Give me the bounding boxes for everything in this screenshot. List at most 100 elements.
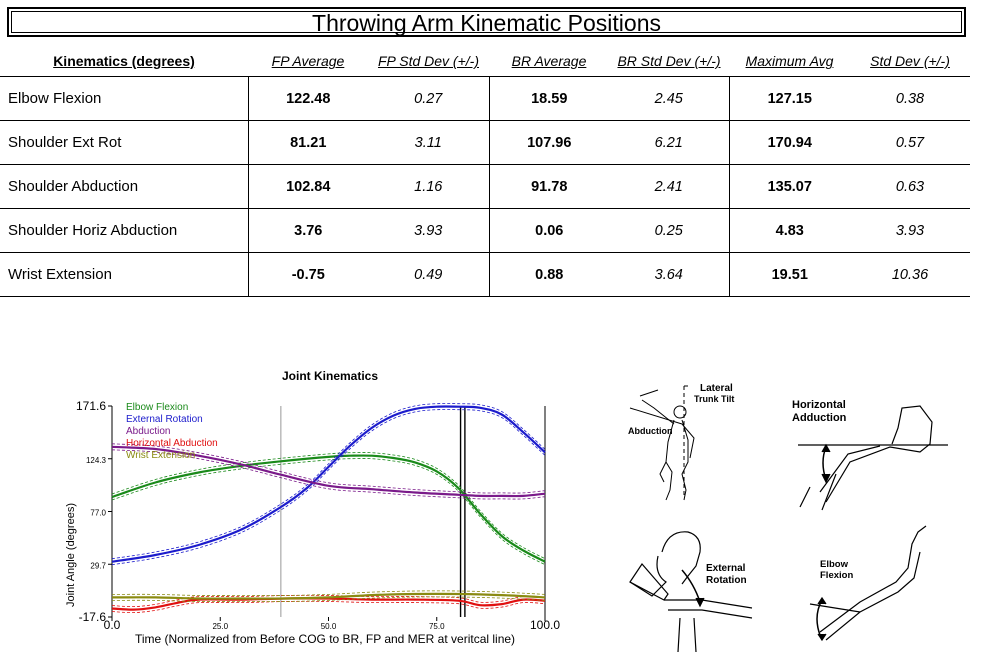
maximum-avg-cell: 4.83	[728, 208, 850, 253]
row-label: Shoulder Horiz Abduction	[0, 208, 248, 253]
elbow-flexion-diagram: Elbow Flexion	[809, 525, 927, 642]
row-label: Shoulder Ext Rot	[0, 120, 248, 165]
y-tick-label: -17.6	[79, 610, 107, 624]
x-tick-label: 100.0	[530, 618, 560, 632]
table-row: Shoulder Ext Rot 81.21 3.11 107.96 6.21 …	[0, 120, 970, 165]
x-axis-label: Time (Normalized from Before COG to BR, …	[135, 632, 515, 646]
horizontal-label: Horizontal	[792, 399, 846, 411]
lateral-label: Lateral	[700, 383, 733, 394]
br-std-dev-cell: 2.41	[609, 164, 729, 209]
series-line-abduction	[111, 445, 546, 498]
page-title: Throwing Arm Kinematic Positions	[312, 10, 661, 36]
y-tick-label: 77.0	[90, 509, 106, 518]
br-average-cell: 107.96	[488, 120, 609, 165]
horizontal-adduction-diagram: Horizontal Adduction	[792, 399, 948, 511]
chart-title: Joint Kinematics	[282, 369, 378, 383]
elbow-flexion-drawing	[809, 525, 927, 642]
table-row: Elbow Flexion 122.48 0.27 18.59 2.45 127…	[0, 76, 970, 121]
table-row: Shoulder Horiz Abduction 3.76 3.93 0.06 …	[0, 208, 970, 253]
br-std-dev-cell: 3.64	[609, 252, 729, 297]
x-tick-label: 75.0	[429, 622, 445, 631]
legend-entry: External Rotation	[126, 414, 203, 425]
header-br-average: BR Average	[511, 53, 587, 69]
title-box: Throwing Arm Kinematic Positions	[7, 7, 966, 37]
max-std-dev-cell: 10.36	[850, 252, 970, 297]
horizontal-adduction-drawing	[798, 405, 948, 511]
y-tick-label: 29.7	[90, 561, 106, 570]
fp-std-dev-cell: 3.93	[368, 208, 489, 253]
br-average-cell: 0.06	[488, 208, 609, 253]
fp-average-cell: 3.76	[247, 208, 368, 253]
abduction-label: Abduction	[628, 426, 673, 436]
table-header-row: Kinematics (degrees) FP Average FP Std D…	[0, 46, 970, 77]
flexion-label: Flexion	[820, 570, 853, 581]
legend-entry: Abduction	[126, 426, 170, 437]
header-kinematics: Kinematics (degrees)	[53, 53, 195, 69]
br-std-dev-cell: 6.21	[609, 120, 729, 165]
fp-average-cell: 102.84	[247, 164, 368, 209]
br-average-cell: 0.88	[488, 252, 609, 297]
header-fp-average: FP Average	[271, 53, 345, 69]
joint-kinematics-chart: Joint Kinematics 171.6 124.3 77.0 29.7 -17.6…	[65, 369, 560, 646]
adduction-label: Adduction	[792, 412, 847, 424]
series-band-lower	[111, 596, 546, 602]
series-band-upper	[111, 443, 546, 494]
maximum-avg-cell: 19.51	[728, 252, 850, 297]
series-band-lower	[111, 449, 546, 500]
series-band-lower	[111, 458, 546, 566]
row-label: Elbow Flexion	[0, 76, 248, 121]
kinematics-table: Kinematics (degrees) FP Average FP Std D…	[0, 46, 970, 297]
trunk-tilt-label: Trunk Tilt	[694, 394, 734, 404]
table-row: Wrist Extension -0.75 0.49 0.88 3.64 19.…	[0, 252, 970, 297]
row-label: Wrist Extension	[0, 252, 248, 297]
fp-std-dev-cell: 0.49	[368, 252, 489, 297]
rotation-label: Rotation	[706, 575, 747, 586]
trunk-tilt-abduction-diagram: Lateral Trunk Tilt Abduction	[628, 383, 734, 501]
maximum-avg-cell: 170.94	[728, 120, 850, 165]
fp-std-dev-cell: 1.16	[368, 164, 489, 209]
fp-average-cell: 122.48	[247, 76, 368, 121]
plot-area: 171.6 124.3 77.0 29.7 -17.60.0 25.0 50.0 75.0 10…	[76, 399, 560, 632]
br-average-cell: 91.78	[488, 164, 609, 209]
series-band-upper	[111, 452, 546, 560]
legend-entry: Wrist Extension	[126, 450, 195, 461]
series-band-lower	[111, 600, 546, 614]
pitcher-figure-drawing	[629, 385, 695, 501]
br-std-dev-cell: 2.45	[609, 76, 729, 121]
series-band-upper	[111, 590, 546, 596]
fp-average-cell: -0.75	[247, 252, 368, 297]
max-std-dev-cell: 3.93	[850, 208, 970, 253]
header-maximum-avg: Maximum Avg	[745, 53, 834, 69]
br-average-cell: 18.59	[488, 76, 609, 121]
maximum-avg-cell: 127.15	[728, 76, 850, 121]
series-band-upper	[111, 403, 546, 560]
series-line-elbow-flexion	[111, 454, 546, 563]
fp-average-cell: 81.21	[247, 120, 368, 165]
y-tick-label: 124.3	[86, 456, 107, 465]
series-line-wrist-extension	[111, 592, 546, 600]
x-tick-label: 50.0	[321, 622, 337, 631]
header-br-std-dev: BR Std Dev (+/-)	[617, 53, 721, 69]
br-std-dev-cell: 0.25	[609, 208, 729, 253]
maximum-avg-cell: 135.07	[728, 164, 850, 209]
x-tick-label: 0.0	[104, 618, 121, 632]
max-std-dev-cell: 0.57	[850, 120, 970, 165]
table-row: Shoulder Abduction 102.84 1.16 91.78 2.4…	[0, 164, 970, 209]
external-rotation-diagram: External Rotation	[629, 531, 753, 652]
max-std-dev-cell: 0.38	[850, 76, 970, 121]
legend-entry: Elbow Flexion	[126, 402, 188, 413]
title-box-inner-border	[11, 11, 962, 33]
series-line-external-rotation	[111, 405, 546, 563]
row-label: Shoulder Abduction	[0, 164, 248, 209]
y-axis-label: Joint Angle (degrees)	[65, 503, 77, 607]
series-band-lower	[111, 409, 546, 566]
elbow-label: Elbow	[820, 559, 849, 570]
x-tick-label: 25.0	[212, 622, 228, 631]
external-rotation-drawing	[629, 531, 753, 652]
external-label: External	[706, 563, 746, 574]
max-std-dev-cell: 0.63	[850, 164, 970, 209]
fp-std-dev-cell: 3.11	[368, 120, 489, 165]
fp-std-dev-cell: 0.27	[368, 76, 489, 121]
header-fp-std-dev: FP Std Dev (+/-)	[377, 53, 479, 69]
series-band-upper	[111, 594, 546, 608]
